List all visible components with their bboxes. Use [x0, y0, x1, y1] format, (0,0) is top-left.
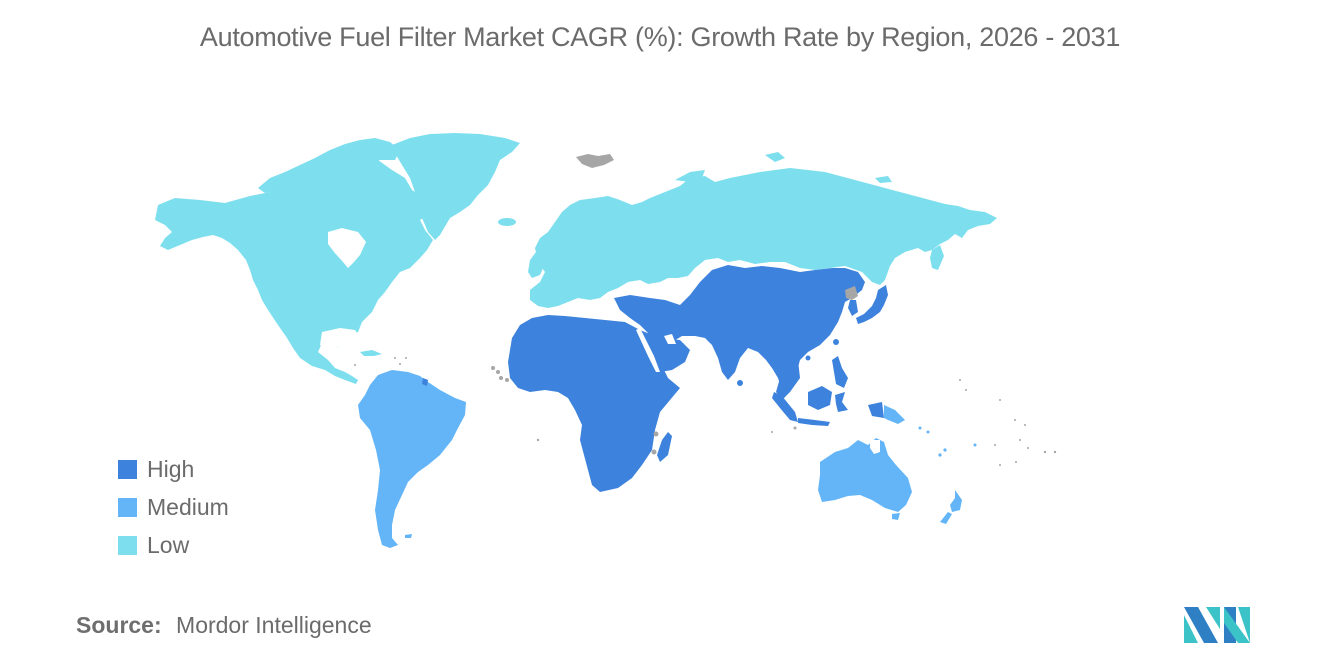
region-asia-middle-east: [614, 265, 865, 390]
legend-swatch-high: [118, 459, 137, 479]
region-europe-russia: [530, 168, 997, 308]
legend-item-high: High: [118, 450, 229, 488]
legend-label: Medium: [147, 493, 229, 520]
mordor-intelligence-logo-icon: [1184, 607, 1250, 643]
region-arctic-islands: [258, 138, 400, 193]
legend-label: High: [147, 455, 195, 482]
source-key: Source:: [76, 612, 162, 638]
legend-label: Low: [147, 531, 190, 558]
chart-title: Automotive Fuel Filter Market CAGR (%): …: [199, 22, 1121, 52]
legend-swatch-medium: [118, 497, 137, 517]
legend-swatch-low: [118, 535, 137, 555]
legend-item-low: Low: [118, 526, 229, 564]
region-new-zealand: [950, 490, 962, 512]
region-north-korea: [845, 286, 858, 300]
region-south-america: [358, 370, 466, 548]
legend-item-medium: Medium: [118, 488, 229, 526]
region-japan: [856, 285, 888, 324]
region-africa: [508, 315, 680, 492]
source-line: Source: Mordor Intelligence: [76, 612, 372, 639]
region-north-america: [155, 150, 433, 384]
legend: High Medium Low: [118, 450, 229, 564]
source-value: Mordor Intelligence: [176, 612, 372, 638]
no-data-islands: [354, 357, 1057, 466]
region-svalbard: [576, 154, 614, 168]
region-greenland: [392, 133, 520, 240]
region-australia: [818, 438, 912, 512]
